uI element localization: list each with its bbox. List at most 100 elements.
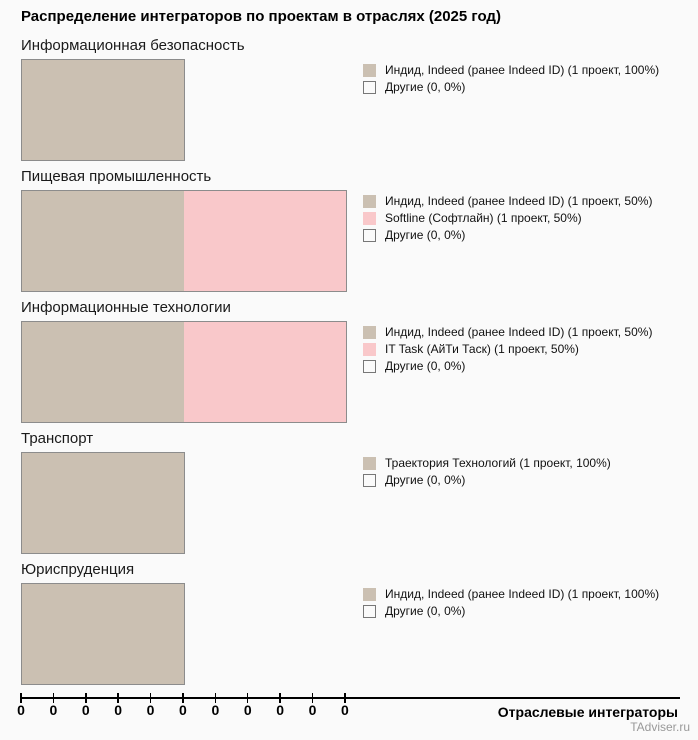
legend-swatch [363, 64, 376, 77]
legend-item: Другие (0, 0%) [363, 360, 652, 373]
bar-segment [22, 60, 184, 160]
legend: Траектория Технологий (1 проект, 100%) Д… [363, 457, 611, 491]
legend-label: Softline (Софтлайн) (1 проект, 50%) [385, 211, 582, 225]
legend-label: Другие (0, 0%) [385, 359, 466, 373]
legend-label: Траектория Технологий (1 проект, 100%) [385, 456, 611, 470]
legend: Индид, Indeed (ранее Indeed ID) (1 проек… [363, 195, 652, 246]
tick-mark [117, 693, 119, 703]
legend-item: Траектория Технологий (1 проект, 100%) [363, 457, 611, 470]
legend-swatch [363, 588, 376, 601]
section-title: Пищевая промышленность [21, 168, 212, 185]
legend-item: Другие (0, 0%) [363, 605, 659, 618]
tick-label: 0 [243, 702, 252, 718]
legend-label: Другие (0, 0%) [385, 228, 466, 242]
tick-label: 0 [341, 702, 349, 718]
stacked-bar [21, 59, 185, 161]
chart-section-transport: Транспорт Траектория Технологий (1 проек… [0, 430, 698, 560]
legend-item: Другие (0, 0%) [363, 229, 652, 242]
legend-label: Индид, Indeed (ранее Indeed ID) (1 проек… [385, 194, 653, 208]
axis-tick: 0 [16, 693, 26, 718]
legend-item: Индид, Indeed (ранее Indeed ID) (1 проек… [363, 64, 659, 77]
x-axis-label: Отраслевые интеграторы [497, 704, 678, 720]
legend-label: Другие (0, 0%) [385, 604, 466, 618]
legend: Индид, Indeed (ранее Indeed ID) (1 проек… [363, 64, 659, 98]
axis-tick: 0 [340, 693, 350, 718]
stacked-bar [21, 452, 185, 554]
tick-label: 0 [49, 702, 58, 718]
legend-swatch [363, 457, 376, 470]
chart-section-information-technology: Информационные технологии Индид, Indeed … [0, 299, 698, 429]
legend: Индид, Indeed (ранее Indeed ID) (1 проек… [363, 588, 659, 622]
tick-mark [20, 693, 22, 703]
bar-segment [22, 191, 184, 291]
axis-tick: 0 [113, 693, 123, 718]
legend-swatch [363, 605, 376, 618]
tick-mark [52, 693, 55, 703]
x-axis-line [21, 697, 680, 699]
x-axis-ticks: 0 0 0 0 0 0 0 0 0 0 0 [16, 693, 350, 718]
axis-tick: 0 [146, 693, 156, 718]
section-title: Юриспруденция [21, 561, 135, 578]
legend-swatch [363, 360, 376, 373]
bar-segment [184, 322, 346, 422]
tick-label: 0 [211, 702, 220, 718]
legend-label: Индид, Indeed (ранее Indeed ID) (1 проек… [385, 325, 653, 339]
axis-tick: 0 [81, 693, 91, 718]
bar-segment [22, 584, 184, 684]
tick-mark [311, 693, 314, 703]
legend-item: Другие (0, 0%) [363, 81, 659, 94]
tick-label: 0 [17, 702, 25, 718]
chart-section-jurisprudence: Юриспруденция Индид, Indeed (ранее Indee… [0, 561, 698, 691]
legend-label: Индид, Indeed (ранее Indeed ID) (1 проек… [385, 587, 660, 601]
legend-swatch [363, 343, 376, 356]
legend-item: IT Task (АйТи Таск) (1 проект, 50%) [363, 343, 652, 356]
legend-swatch [363, 81, 376, 94]
legend-label: Другие (0, 0%) [385, 473, 466, 487]
bar-segment [184, 191, 346, 291]
stacked-bar [21, 321, 347, 423]
stacked-bar [21, 190, 347, 292]
axis-tick: 0 [243, 693, 253, 718]
axis-tick: 0 [178, 693, 188, 718]
tick-label: 0 [308, 702, 317, 718]
legend-label: Другие (0, 0%) [385, 80, 466, 94]
legend-label: Индид, Indeed (ранее Indeed ID) (1 проек… [385, 63, 660, 77]
bar-segment [22, 453, 184, 553]
tick-mark [279, 693, 281, 703]
tick-mark [182, 693, 184, 703]
axis-tick: 0 [48, 693, 58, 718]
axis-tick: 0 [308, 693, 318, 718]
legend-item: Softline (Софтлайн) (1 проект, 50%) [363, 212, 652, 225]
chart-section-information-security: Информационная безопасность Индид, Indee… [0, 37, 698, 167]
tick-label: 0 [81, 702, 90, 718]
tick-mark [85, 693, 87, 703]
page-title: Распределение интеграторов по проектам в… [21, 8, 501, 25]
legend-swatch [363, 229, 376, 242]
legend-swatch [363, 474, 376, 487]
tick-label: 0 [179, 702, 187, 718]
legend-swatch [363, 195, 376, 208]
tick-label: 0 [276, 702, 285, 718]
tick-mark [344, 693, 346, 703]
tick-mark [246, 693, 249, 703]
axis-tick: 0 [275, 693, 285, 718]
legend-item: Индид, Indeed (ранее Indeed ID) (1 проек… [363, 326, 652, 339]
source-watermark: TAdviser.ru [630, 720, 690, 734]
section-title: Транспорт [21, 430, 94, 447]
tick-mark [149, 693, 152, 703]
section-title: Информационные технологии [21, 299, 231, 316]
axis-tick: 0 [210, 693, 220, 718]
stacked-bar [21, 583, 185, 685]
section-title: Информационная безопасность [21, 37, 245, 54]
legend: Индид, Indeed (ранее Indeed ID) (1 проек… [363, 326, 652, 377]
legend-swatch [363, 212, 376, 225]
legend-item: Индид, Indeed (ранее Indeed ID) (1 проек… [363, 588, 659, 601]
chart-section-food-industry: Пищевая промышленность Индид, Indeed (ра… [0, 168, 698, 298]
tick-label: 0 [146, 702, 155, 718]
legend-label: IT Task (АйТи Таск) (1 проект, 50%) [385, 342, 579, 356]
legend-item: Индид, Indeed (ранее Indeed ID) (1 проек… [363, 195, 652, 208]
legend-swatch [363, 326, 376, 339]
tick-label: 0 [114, 702, 123, 718]
bar-segment [22, 322, 184, 422]
tick-mark [214, 693, 217, 703]
